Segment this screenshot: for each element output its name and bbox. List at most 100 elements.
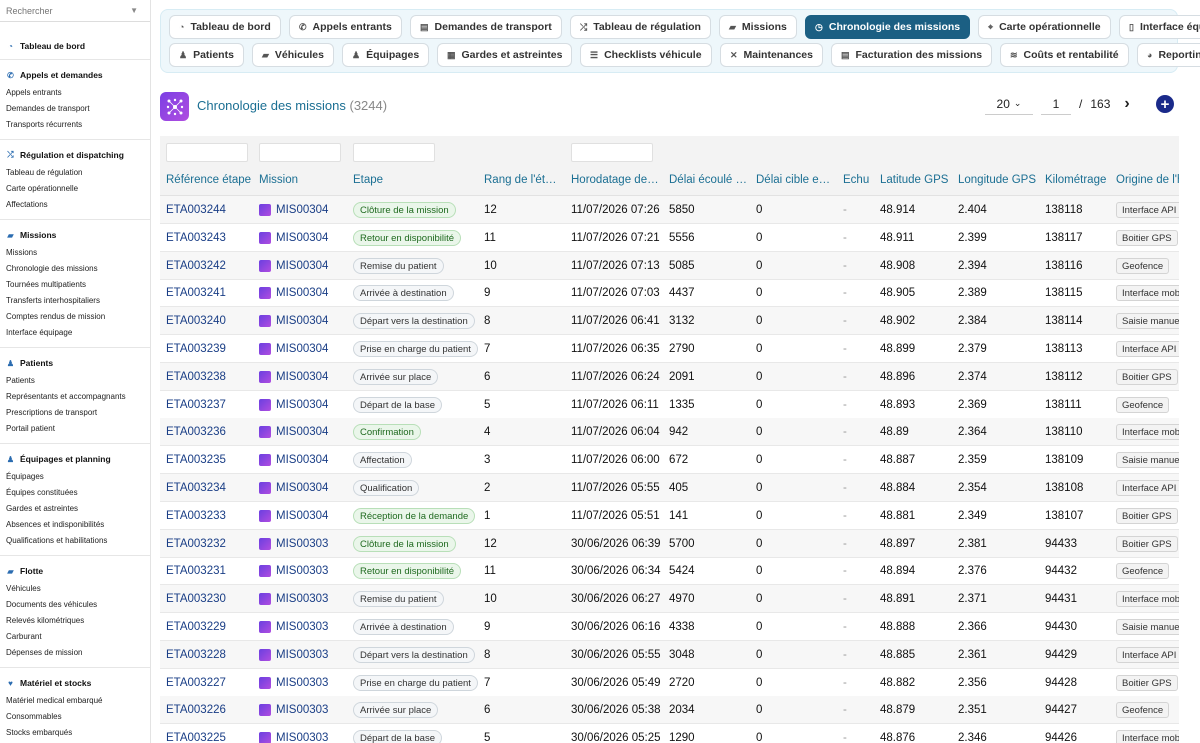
sidebar-group-header[interactable]: ♟ Équipages et planning	[0, 452, 150, 466]
table-row[interactable]: ETA003226 MIS00303 Arrivée sur place 6 30/06…	[160, 696, 1179, 725]
step-reference-link[interactable]: ETA003235	[166, 454, 226, 467]
table-row[interactable]: ETA003237 MIS00304 Départ de la base 5 11/07…	[160, 391, 1179, 419]
sidebar-item-depenses-de-mission[interactable]: Dépenses de mission	[6, 648, 83, 657]
sidebar-item-documents-des-vehicules[interactable]: Documents des véhicules	[6, 600, 98, 609]
next-page-icon[interactable]: ›	[1124, 95, 1130, 112]
step-reference-link[interactable]: ETA003236	[166, 426, 226, 439]
table-row[interactable]: ETA003225 MIS00303 Départ de la base 5 30/06…	[160, 724, 1179, 743]
tab-chronologie-des-missions[interactable]: ◷ Chronologie des missions	[805, 15, 971, 39]
mission-link[interactable]: MIS00304	[259, 196, 328, 224]
mission-link[interactable]: MIS00304	[259, 391, 328, 419]
sidebar-item-affectations[interactable]: Affectations	[6, 200, 48, 209]
tab-missions[interactable]: ▰ Missions	[719, 15, 797, 39]
sidebar-group-header[interactable]: ▰ Flotte	[0, 564, 150, 578]
table-row[interactable]: ETA003239 MIS00304 Prise en charge du pati…	[160, 335, 1179, 363]
sidebar-item-patients[interactable]: Patients	[6, 376, 35, 385]
sidebar-group-header[interactable]: ⤮ Régulation et dispatching	[0, 148, 150, 162]
mission-link[interactable]: MIS00303	[259, 696, 328, 724]
table-row[interactable]: ETA003234 MIS00304 Qualification 2 11/07/202…	[160, 474, 1179, 502]
tab-appels-entrants[interactable]: ✆ Appels entrants	[289, 15, 402, 39]
sidebar-group-header[interactable]: ✆ Appels et demandes	[0, 68, 150, 82]
sidebar-group-header[interactable]: ♟ Patients	[0, 356, 150, 370]
sidebar-item-demandes-de-transport[interactable]: Demandes de transport	[6, 104, 90, 113]
mission-link[interactable]: MIS00304	[259, 224, 328, 252]
sidebar-item-missions[interactable]: Missions	[6, 248, 38, 257]
sidebar-item-absences-et-indisponibilites[interactable]: Absences et indisponibilités	[6, 520, 105, 529]
tab-maintenances[interactable]: ✕ Maintenances	[720, 43, 823, 67]
tab-equipages[interactable]: ♟ Équipages	[342, 43, 430, 67]
sidebar-item-interface-equipage[interactable]: Interface équipage	[6, 328, 73, 337]
step-reference-link[interactable]: ETA003244	[166, 204, 226, 216]
table-row[interactable]: ETA003238 MIS00304 Arrivée sur place 6 11/07…	[160, 362, 1179, 391]
column-filter-input[interactable]	[571, 143, 653, 162]
column-header-reference-etape[interactable]: Référence étape	[166, 174, 252, 186]
mission-link[interactable]: MIS00303	[259, 669, 328, 697]
page-size-select[interactable]: 20 ⌄	[985, 93, 1033, 115]
step-reference-link[interactable]: ETA003229	[166, 621, 226, 633]
sidebar-item-consommables[interactable]: Consommables	[6, 712, 62, 721]
column-header-latitude-gps[interactable]: Latitude GPS	[880, 174, 949, 186]
table-row[interactable]: ETA003230 MIS00303 Remise du patient 10 30/0…	[160, 585, 1179, 614]
column-header-echu[interactable]: Échu	[843, 174, 870, 186]
sidebar-item-carburant[interactable]: Carburant	[6, 632, 42, 641]
tab-patients[interactable]: ♟ Patients	[169, 43, 244, 67]
sidebar-item-chronologie-des-missions[interactable]: Chronologie des missions	[6, 264, 98, 273]
step-reference-link[interactable]: ETA003241	[166, 287, 226, 300]
mission-link[interactable]: MIS00304	[259, 335, 328, 363]
mission-link[interactable]: MIS00304	[259, 279, 328, 307]
search-input[interactable]	[6, 5, 116, 16]
mission-link[interactable]: MIS00303	[259, 557, 328, 585]
mission-link[interactable]: MIS00304	[259, 474, 328, 502]
table-row[interactable]: ETA003229 MIS00303 Arrivée à destination 9 3…	[160, 613, 1179, 641]
step-reference-link[interactable]: ETA003232	[166, 537, 226, 550]
table-row[interactable]: ETA003231 MIS00303 Retour en disponibilité…	[160, 557, 1179, 586]
sidebar-group-header[interactable]: ♥ Matériel et stocks	[0, 676, 150, 690]
tab-checklists-vehicule[interactable]: ☰ Checklists véhicule	[580, 43, 712, 67]
step-reference-link[interactable]: ETA003240	[166, 315, 226, 328]
sidebar-item-portail-patient[interactable]: Portail patient	[6, 424, 55, 433]
table-row[interactable]: ETA003242 MIS00304 Remise du patient 10 11/0…	[160, 251, 1179, 280]
column-header-kilometrage[interactable]: Kilométrage	[1045, 174, 1107, 186]
mission-link[interactable]: MIS00304	[259, 307, 328, 335]
tab-carte-operationnelle[interactable]: ⌖ Carte opérationnelle	[978, 15, 1111, 39]
tab-tableau-de-regulation[interactable]: ⤮ Tableau de régulation	[570, 15, 711, 39]
sidebar-item-equipages[interactable]: Équipages	[6, 472, 44, 481]
table-row[interactable]: ETA003233 MIS00304 Réception de la demande…	[160, 502, 1179, 530]
table-row[interactable]: ETA003241 MIS00304 Arrivée à destination 9 1…	[160, 279, 1179, 308]
mission-link[interactable]: MIS00304	[259, 502, 328, 530]
sidebar-item-gardes-et-astreintes[interactable]: Gardes et astreintes	[6, 504, 79, 513]
mission-link[interactable]: MIS00303	[259, 530, 328, 558]
step-reference-link[interactable]: ETA003233	[166, 509, 226, 522]
column-filter-input[interactable]	[166, 143, 248, 162]
add-record-button[interactable]: +	[1156, 95, 1174, 113]
mission-link[interactable]: MIS00303	[259, 585, 328, 613]
column-filter-input[interactable]	[353, 143, 435, 162]
tab-vehicules[interactable]: ▰ Véhicules	[252, 43, 334, 67]
sidebar-item-qualifications-et-habilitations[interactable]: Qualifications et habilitations	[6, 536, 108, 545]
mission-link[interactable]: MIS00304	[259, 446, 328, 474]
table-row[interactable]: ETA003240 MIS00304 Départ vers la destinat…	[160, 307, 1179, 336]
chevron-down-icon[interactable]: ▼	[130, 6, 138, 15]
column-header-delai-cible-e[interactable]: Délai cible e…	[756, 174, 831, 186]
step-reference-link[interactable]: ETA003225	[166, 732, 226, 743]
column-header-longitude-gps[interactable]: Longitude GPS	[958, 174, 1037, 186]
sidebar-item-releves-kilometriques[interactable]: Relevés kilométriques	[6, 616, 85, 625]
step-reference-link[interactable]: ETA003243	[166, 231, 226, 244]
sidebar-item-tableau-de-regulation[interactable]: Tableau de régulation	[6, 168, 83, 177]
sidebar-item-vehicules[interactable]: Véhicules	[6, 584, 41, 593]
mission-link[interactable]: MIS00303	[259, 613, 328, 641]
sidebar-item-equipes-constituees[interactable]: Équipes constituées	[6, 488, 78, 497]
table-row[interactable]: ETA003243 MIS00304 Retour en disponibilité…	[160, 224, 1179, 252]
step-reference-link[interactable]: ETA003239	[166, 343, 226, 355]
column-header-delai-ecoule[interactable]: Délai écoulé …	[669, 174, 747, 186]
search-box[interactable]: ▼	[0, 0, 150, 22]
step-reference-link[interactable]: ETA003234	[166, 482, 226, 494]
column-header-rang-de-l-et[interactable]: Rang de l'ét…	[484, 174, 557, 186]
mission-link[interactable]: MIS00303	[259, 724, 328, 743]
column-header-mission[interactable]: Mission	[259, 174, 298, 186]
sidebar-item-carte-operationnelle[interactable]: Carte opérationnelle	[6, 184, 79, 193]
table-row[interactable]: ETA003228 MIS00303 Départ vers la destinat…	[160, 640, 1179, 669]
sidebar-item-transports-recurrents[interactable]: Transports récurrents	[6, 120, 83, 129]
sidebar-item-materiel-medical-embarque[interactable]: Matériel medical embarqué	[6, 696, 103, 705]
mission-link[interactable]: MIS00303	[259, 641, 328, 669]
